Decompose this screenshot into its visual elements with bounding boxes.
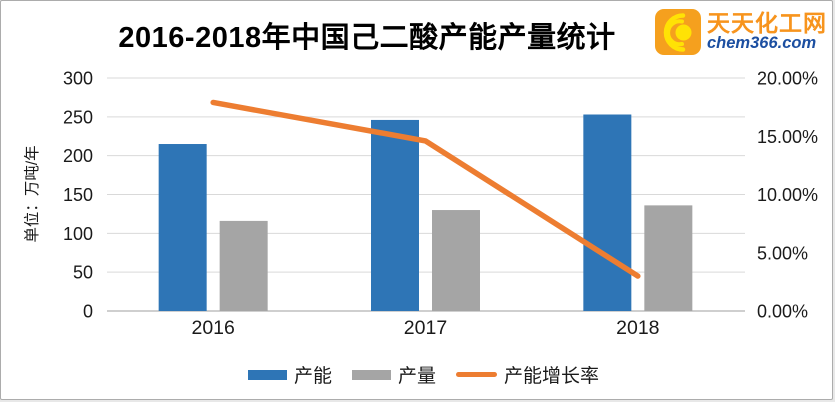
bar-output-2016 — [219, 220, 268, 311]
chart-legend: 产能 产量 产能增长率 — [1, 361, 832, 388]
logo-icon — [655, 9, 701, 55]
legend-item-output: 产量 — [351, 361, 436, 388]
left-axis-tick: 300 — [63, 69, 93, 89]
bar-output-2018 — [644, 205, 693, 311]
x-axis-label: 2018 — [616, 317, 659, 339]
right-axis-tick: 15.00% — [757, 127, 818, 147]
site-logo[interactable]: 天天化工网 chem366.com — [654, 8, 827, 56]
logo-domain: chem366.com — [707, 34, 817, 53]
legend-label-growth-rate: 产能增长率 — [504, 366, 600, 387]
logo-text: 天天化工网 chem366.com — [707, 11, 827, 52]
x-axis-label: 2016 — [191, 317, 234, 339]
legend-item-capacity: 产能 — [247, 361, 332, 388]
right-axis-tick: 5.00% — [757, 243, 808, 263]
left-axis-tick: 150 — [63, 185, 93, 205]
chart-title: 2016-2018年中国己二酸产能产量统计 — [118, 22, 616, 54]
logo-site-name: 天天化工网 — [707, 10, 827, 37]
left-axis-tick: 200 — [63, 146, 93, 166]
bar-capacity-2017 — [371, 119, 419, 311]
left-axis-tick: 250 — [63, 107, 93, 127]
growth-rate-line — [210, 99, 641, 279]
right-axis-tick: 0.00% — [757, 302, 808, 322]
right-axis-tick: 10.00% — [757, 185, 818, 205]
logo-outer-arc — [663, 13, 686, 52]
left-axis-title: 单位：万吨/年 — [23, 145, 41, 242]
logo-center-dot — [675, 24, 692, 41]
right-axis-tick: 20.00% — [757, 69, 818, 89]
growth-rate-swatch — [456, 372, 497, 377]
left-axis-tick: 0 — [83, 302, 93, 322]
bar-output-2017 — [432, 210, 480, 311]
left-axis-tick: 50 — [73, 263, 93, 283]
bar-capacity-2018 — [583, 114, 632, 312]
output-swatch — [351, 369, 391, 380]
x-axis-label: 2017 — [404, 317, 447, 339]
bar-capacity-2016 — [158, 144, 207, 311]
legend-item-growth-rate: 产能增长率 — [456, 361, 599, 388]
legend-label-capacity: 产能 — [293, 366, 332, 387]
capacity-swatch — [247, 369, 287, 380]
left-axis-tick: 100 — [63, 224, 93, 244]
legend-label-output: 产量 — [397, 366, 436, 387]
